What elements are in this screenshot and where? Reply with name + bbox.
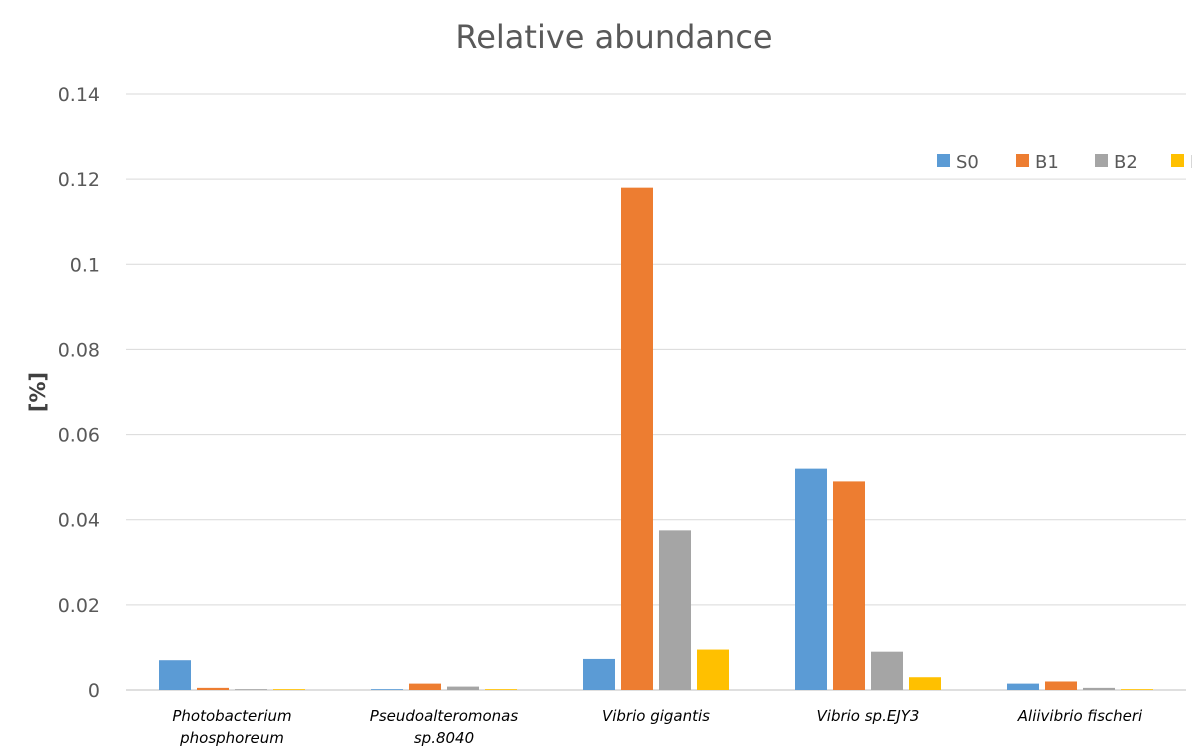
y-tick-label: 0.14 [58,84,100,106]
x-category-label: Aliivibrio fischeri [1017,707,1143,725]
x-category-labels: Photobacterium phosphoreum Pseudoalteromon… [172,707,1143,747]
bar-s0-2 [583,658,615,690]
bar-b3-2 [697,649,729,690]
x-category-label: phosphoreum [179,729,284,747]
bar-b1-1 [409,683,441,690]
x-category-label: Vibrio sp.EJY3 [817,707,920,725]
legend: S0 B1 B2 B3 [937,152,1192,173]
bar-b1-2 [621,187,653,690]
bar-b2-2 [659,530,691,690]
bars [159,187,1153,690]
legend-label-b3: B3 [1190,152,1192,173]
chart-title: Relative abundance [455,18,772,56]
x-category-label: Photobacterium [172,707,291,725]
legend-swatch-s0 [937,154,950,167]
bar-b2-1 [447,686,479,690]
bar-b3-3 [909,677,941,690]
legend-label-s0: S0 [956,152,979,173]
legend-swatch-b3 [1171,154,1184,167]
legend-swatch-b1 [1016,154,1029,167]
bar-s0-1 [371,689,403,690]
bar-b3-1 [485,689,517,690]
bar-b3-4 [1121,689,1153,690]
y-tick-label: 0.04 [58,510,100,532]
y-tick-label: 0.06 [58,425,100,447]
bar-b2-4 [1083,687,1115,690]
y-tick-label: 0 [88,680,100,702]
y-tick-label: 0.1 [70,254,100,276]
bar-b2-3 [871,651,903,690]
y-tick-label: 0.08 [58,339,100,361]
y-tick-label: 0.02 [58,595,100,617]
y-tick-label: 0.12 [58,169,100,191]
legend-label-b1: B1 [1035,152,1059,173]
legend-swatch-b2 [1095,154,1108,167]
bar-s0-4 [1007,683,1039,690]
bar-b3-0 [273,689,305,690]
bar-b2-0 [235,689,267,690]
bar-b1-4 [1045,681,1077,690]
x-category-label: Vibrio gigantis [602,707,710,725]
bar-s0-0 [159,660,191,690]
bar-s0-3 [795,468,827,690]
legend-label-b2: B2 [1114,152,1138,173]
x-category-label: Pseudoalteromonas [370,707,519,725]
y-tick-labels: 0 0.02 0.04 0.06 0.08 0.1 0.12 0.14 [58,84,100,702]
bar-b1-3 [833,481,865,690]
gridlines [126,93,1186,691]
bar-b1-0 [197,687,229,690]
y-axis-title: [%] [26,372,50,412]
x-category-label: sp.8040 [414,729,474,747]
